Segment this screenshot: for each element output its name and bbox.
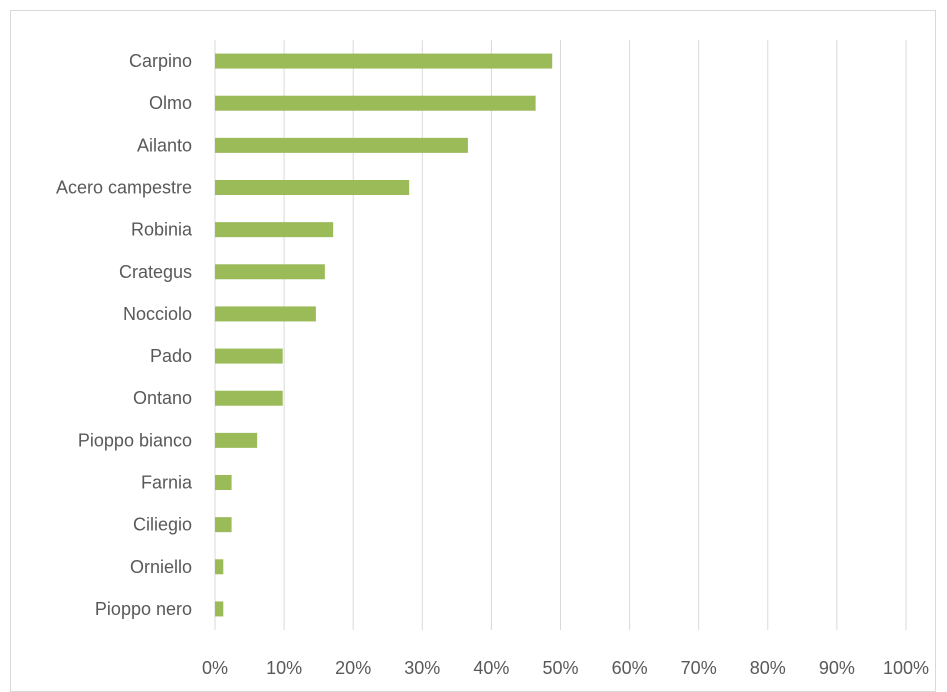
category-label: Pioppo bianco bbox=[78, 430, 192, 450]
gridlines bbox=[214, 40, 907, 630]
category-label: Olmo bbox=[149, 93, 192, 113]
category-label: Pioppo nero bbox=[95, 599, 192, 619]
category-label: Acero campestre bbox=[56, 178, 192, 198]
category-label: Farnia bbox=[141, 473, 193, 493]
bar bbox=[215, 601, 224, 617]
bar bbox=[215, 432, 258, 448]
x-tick-label: 20% bbox=[335, 658, 371, 678]
bar bbox=[215, 180, 410, 195]
x-tick-label: 90% bbox=[819, 658, 855, 678]
category-label: Nocciolo bbox=[123, 304, 192, 324]
category-label: Ontano bbox=[133, 388, 192, 408]
category-label: Crategus bbox=[119, 262, 192, 282]
category-label: Carpino bbox=[129, 51, 192, 71]
x-tick-label: 80% bbox=[750, 658, 786, 678]
bar bbox=[215, 137, 468, 153]
category-label: Robinia bbox=[131, 220, 193, 240]
bar bbox=[215, 222, 334, 238]
bars bbox=[215, 53, 553, 617]
x-tick-label: 50% bbox=[542, 658, 578, 678]
bar bbox=[215, 306, 316, 322]
x-tick-label: 10% bbox=[266, 658, 302, 678]
bar bbox=[215, 95, 536, 111]
x-tick-label: 30% bbox=[404, 658, 440, 678]
bar bbox=[215, 517, 232, 533]
bar bbox=[215, 348, 283, 364]
x-tick-label: 70% bbox=[681, 658, 717, 678]
category-labels: Carpino Olmo Ailanto Acero campestre Robinia… bbox=[56, 51, 193, 619]
category-label: Ciliegio bbox=[133, 515, 192, 535]
chart-frame bbox=[10, 10, 936, 692]
x-tick-label: 100% bbox=[883, 658, 929, 678]
bar bbox=[215, 475, 232, 490]
x-tick-label: 40% bbox=[473, 658, 509, 678]
bar bbox=[215, 559, 224, 575]
category-label: Pado bbox=[150, 346, 192, 366]
bar bbox=[215, 390, 283, 406]
bar bbox=[215, 53, 553, 69]
category-label: Orniello bbox=[130, 557, 192, 577]
x-tick-label: 60% bbox=[612, 658, 648, 678]
x-tick-labels: 0% 10% 20% 30% 40% 50% 60% 70% 80% 90% 100% bbox=[202, 658, 929, 678]
x-tick-label: 0% bbox=[202, 658, 228, 678]
bar bbox=[215, 264, 325, 280]
category-label: Ailanto bbox=[137, 135, 192, 155]
